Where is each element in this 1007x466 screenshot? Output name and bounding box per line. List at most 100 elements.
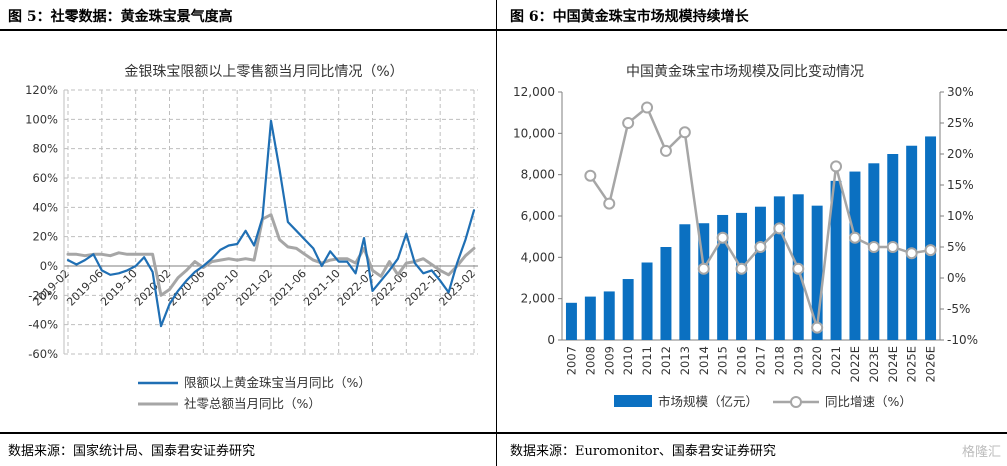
point-growth bbox=[848, 231, 861, 244]
y-right-tick-label: -5% bbox=[947, 302, 970, 316]
x-tick-label: 2025E bbox=[905, 346, 919, 383]
chart-left-jewelry-retail-yoy: 金银珠宝限额以上零售额当月同比情况（%） -60% -40% -20% 0% 20% 40… bbox=[25, 64, 478, 411]
bar-market-size bbox=[717, 214, 729, 340]
left-title-rule bbox=[0, 29, 496, 31]
point-growth bbox=[697, 262, 710, 275]
left-figure-title: 图 5：社零数据：黄金珠宝景气度高 bbox=[8, 9, 233, 25]
chart-right-legend: 市场规模（亿元） 同比增速（%） bbox=[614, 394, 912, 409]
right-figure-title: 图 6：中国黄金珠宝市场规模持续增长 bbox=[510, 9, 749, 25]
y-tick-label: 0% bbox=[40, 259, 58, 273]
y-tick-label: -60% bbox=[28, 347, 58, 361]
point-growth bbox=[659, 144, 672, 157]
legend-label-total-retail: 社零总额当月同比（%） bbox=[184, 396, 321, 411]
y-tick-label: -40% bbox=[28, 318, 58, 332]
point-growth bbox=[811, 321, 824, 334]
left-source-rule bbox=[0, 432, 496, 434]
point-growth bbox=[716, 231, 729, 244]
chart-right-bars bbox=[565, 136, 937, 340]
bar-market-size bbox=[811, 205, 823, 340]
x-tick-label: 2018 bbox=[772, 346, 786, 375]
bar-market-size bbox=[925, 136, 937, 340]
y-left-tick-label: 4,000 bbox=[521, 250, 555, 264]
point-growth bbox=[754, 241, 767, 253]
x-tick-label: 2017 bbox=[753, 346, 767, 375]
y-left-tick-label: 8,000 bbox=[521, 168, 555, 182]
x-tick-label: 2010 bbox=[621, 346, 635, 375]
point-growth bbox=[773, 222, 786, 235]
point-growth bbox=[678, 126, 691, 139]
bar-market-size bbox=[565, 302, 577, 340]
legend-label-jewelry: 限额以上黄金珠宝当月同比（%） bbox=[184, 375, 371, 390]
chart-right-market-size: 中国黄金珠宝市场规模及同比变动情况 0 2,000 4,000 6,000 8,000 1… bbox=[513, 63, 978, 409]
y-right-tick-label: 10% bbox=[947, 209, 974, 223]
x-tick-label: 2026E bbox=[924, 346, 938, 383]
bar-market-size bbox=[660, 247, 672, 340]
y-right-tick-label: -10% bbox=[947, 333, 978, 347]
y-left-tick-label: 0 bbox=[547, 333, 555, 347]
x-tick-label: 2011 bbox=[640, 346, 654, 375]
point-growth bbox=[584, 169, 597, 182]
y-tick-label: 100% bbox=[25, 112, 58, 126]
panel-separator bbox=[496, 0, 497, 466]
bar-market-size bbox=[698, 223, 710, 340]
x-tick-label: 2024E bbox=[886, 346, 900, 383]
chart-right-line bbox=[584, 101, 937, 334]
bar-market-size bbox=[622, 279, 634, 340]
legend-swatch-market-size bbox=[614, 395, 652, 407]
bar-market-size bbox=[641, 262, 653, 340]
y-right-tick-label: 0% bbox=[947, 271, 966, 285]
x-tick-label: 2015 bbox=[716, 346, 730, 375]
bar-market-size bbox=[584, 296, 596, 340]
x-tick-label: 2020 bbox=[810, 346, 824, 375]
bar-market-size bbox=[830, 180, 842, 340]
y-tick-label: 60% bbox=[32, 171, 58, 185]
y-left-tick-label: 12,000 bbox=[513, 85, 555, 99]
x-tick-label: 2023E bbox=[867, 346, 881, 383]
point-growth bbox=[603, 197, 616, 210]
point-growth bbox=[622, 117, 635, 129]
y-right-tick-label: 20% bbox=[947, 147, 974, 161]
y-right-tick-label: 25% bbox=[947, 116, 974, 130]
x-tick-label: 2021 bbox=[829, 346, 843, 375]
y-right-tick-label: 30% bbox=[947, 85, 974, 99]
x-tick-label: 2016 bbox=[735, 346, 749, 375]
chart-left-legend: 限额以上黄金珠宝当月同比（%） 社零总额当月同比（%） bbox=[138, 375, 371, 411]
point-growth bbox=[641, 101, 654, 114]
y-right-tick-label: 5% bbox=[947, 240, 966, 254]
x-tick-label: 2007 bbox=[564, 346, 578, 375]
chart-right-title: 中国黄金珠宝市场规模及同比变动情况 bbox=[626, 63, 864, 80]
series-line-jewelry bbox=[66, 119, 476, 328]
x-tick-label: 2014 bbox=[697, 346, 711, 375]
point-growth bbox=[867, 241, 880, 253]
x-tick-label: 2013 bbox=[678, 346, 692, 375]
legend-marker-growth bbox=[790, 396, 802, 408]
point-growth bbox=[886, 241, 899, 253]
point-growth bbox=[830, 160, 843, 173]
left-source-note: 数据来源：国家统计局、国泰君安证券研究 bbox=[8, 444, 256, 459]
legend-label-growth: 同比增速（%） bbox=[825, 394, 912, 409]
y-tick-label: 40% bbox=[32, 200, 58, 214]
right-source-note: 数据来源：Euromonitor、国泰君安证券研究 bbox=[510, 444, 776, 459]
bar-market-size bbox=[773, 196, 785, 340]
series-line-total-retail bbox=[66, 213, 476, 297]
x-tick-label: 2008 bbox=[583, 346, 597, 375]
chart-left-grid bbox=[64, 89, 478, 355]
x-tick-label: 2022E bbox=[848, 346, 862, 383]
y-left-tick-label: 2,000 bbox=[521, 292, 555, 306]
bar-market-size bbox=[736, 212, 748, 340]
right-title-rule bbox=[497, 29, 1007, 31]
right-source-rule bbox=[497, 432, 1007, 434]
y-tick-label: 20% bbox=[32, 230, 58, 244]
bar-market-size bbox=[603, 291, 615, 340]
point-growth bbox=[924, 244, 937, 257]
legend-label-market-size: 市场规模（亿元） bbox=[658, 394, 758, 409]
point-growth bbox=[792, 262, 805, 275]
point-growth bbox=[905, 247, 918, 260]
watermark-logo: 格隆汇 bbox=[961, 445, 1001, 460]
bar-market-size bbox=[906, 145, 918, 340]
bar-market-size bbox=[679, 224, 691, 340]
x-tick-label: 2009 bbox=[602, 346, 616, 375]
point-growth bbox=[735, 262, 748, 275]
x-tick-label: 2012 bbox=[659, 346, 673, 375]
bar-market-size bbox=[849, 171, 861, 340]
